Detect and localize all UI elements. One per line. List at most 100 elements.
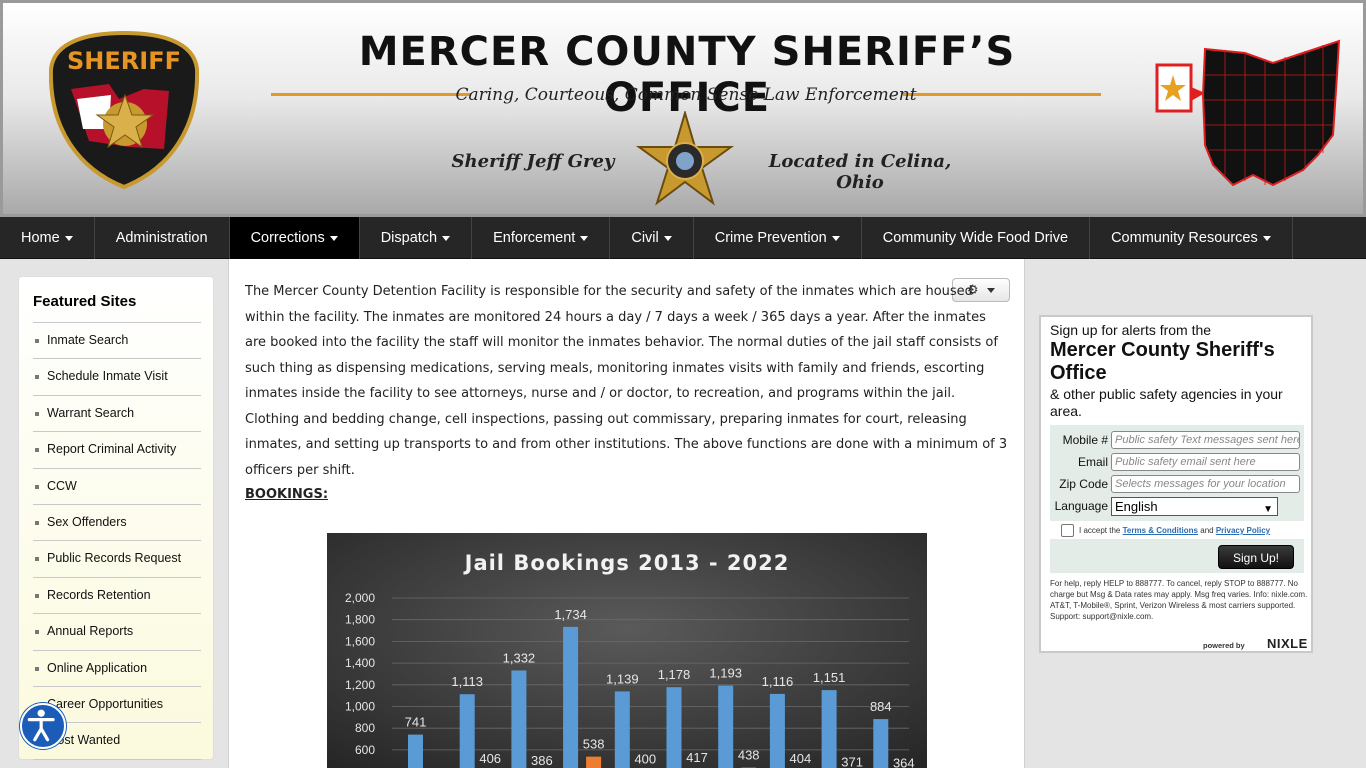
bar-value-label: 1,113 (451, 674, 483, 689)
nixle-intro: Sign up for alerts from the (1050, 322, 1212, 338)
tagline: Caring, Courteous, Common Sense Law Enfo… (455, 85, 917, 105)
sidebar-item-ccw[interactable]: CCW (33, 469, 201, 505)
nav-crime-prevention[interactable]: Crime Prevention (694, 217, 862, 259)
y-tick-label: 1,000 (345, 700, 375, 714)
email-input[interactable] (1111, 453, 1300, 471)
location-text: Located in Celina, Ohio (768, 151, 952, 193)
bar-value-label: 1,178 (658, 667, 691, 682)
bar-value-label: 417 (686, 750, 708, 765)
sidebar-item-annual-reports[interactable]: Annual Reports (33, 614, 201, 651)
nav-community-resources[interactable]: Community Resources (1090, 217, 1293, 259)
chevron-down-icon (987, 288, 996, 294)
y-tick-label: 800 (355, 721, 375, 735)
chevron-down-icon (64, 235, 73, 241)
corrections-intro-text: The Mercer County Detention Facility is … (245, 284, 1008, 478)
ohio-map-icon (1155, 39, 1341, 187)
jail-bookings-chart: Jail Bookings 2013 - 2022 2,000 1,800 1,60… (327, 533, 927, 768)
nixle-help-text: For help, reply HELP to 888777. To cance… (1050, 579, 1308, 621)
zip-row: Zip Code (1050, 474, 1304, 494)
y-tick-label: 1,200 (345, 678, 375, 692)
chart-bar (718, 685, 734, 768)
page-title: MERCER COUNTY SHERIFF’S OFFICE (358, 29, 1016, 121)
sidebar-item-inmate-search[interactable]: Inmate Search (33, 323, 201, 360)
bookings-heading: BOOKINGS: (245, 487, 329, 502)
nav-dispatch[interactable]: Dispatch (360, 217, 473, 259)
sidebar-item-schedule-visit[interactable]: Schedule Inmate Visit (33, 359, 201, 396)
bar-value-label: 884 (870, 699, 892, 714)
zip-input[interactable] (1111, 475, 1300, 493)
bar-value-label: 1,151 (813, 670, 846, 685)
sidebar-item-records-retention[interactable]: Records Retention (33, 578, 201, 615)
bar-value-label: 364 (893, 756, 915, 768)
bar-value-label: 404 (790, 751, 812, 766)
bar-value-label: 1,332 (503, 650, 536, 665)
terms-link[interactable]: Terms & Conditions (1122, 526, 1199, 535)
chart-bar (586, 756, 602, 768)
nav-home[interactable]: Home (0, 217, 95, 259)
nav-corrections[interactable]: Corrections (229, 217, 360, 259)
page-tools-button[interactable]: ⚙ (952, 278, 1010, 302)
terms-checkbox[interactable] (1061, 524, 1074, 537)
bar-value-label: 438 (738, 747, 760, 762)
language-select[interactable]: English ▼ (1111, 497, 1278, 516)
email-row: Email (1050, 452, 1304, 472)
nav-administration[interactable]: Administration (95, 217, 230, 259)
sheriff-name: Sheriff Jeff Grey (451, 151, 615, 172)
chart-bar (769, 693, 785, 768)
site-header: SHERIFF MERCER COUNTY SHERIFF’S OFFICE C… (0, 0, 1366, 217)
chevron-down-icon (1262, 235, 1271, 241)
featured-sites-title: Featured Sites (33, 293, 137, 310)
nav-enforcement[interactable]: Enforcement (472, 217, 611, 259)
badge-text: SHERIFF (67, 47, 181, 75)
featured-sites-panel: Featured Sites Inmate Search Schedule In… (18, 276, 214, 760)
email-label: Email (1077, 455, 1108, 469)
chart-bar (821, 690, 837, 768)
sheriff-badge-logo[interactable]: SHERIFF (49, 29, 199, 189)
main-content: ⚙ The Mercer County Detention Facility i… (228, 259, 1025, 768)
powered-by-nixle[interactable]: powered by NIXLE (1203, 636, 1308, 651)
bar-value-label: 1,116 (762, 674, 794, 689)
sidebar-item-public-records[interactable]: Public Records Request (33, 541, 201, 578)
mobile-label: Mobile # (1062, 433, 1108, 447)
language-label: Language (1054, 499, 1108, 513)
chevron-down-icon: ▼ (1263, 504, 1273, 515)
chart-bar (563, 626, 579, 768)
sidebar-item-report-criminal-activity[interactable]: Report Criminal Activity (33, 432, 201, 469)
sidebar-item-warrant-search[interactable]: Warrant Search (33, 396, 201, 433)
bar-value-label: 1,734 (554, 607, 587, 622)
chevron-down-icon (580, 235, 589, 241)
chevron-down-icon (663, 235, 672, 241)
bar-value-label: 386 (531, 753, 553, 768)
y-tick-label: 2,000 (345, 591, 375, 605)
sidebar-item-online-application[interactable]: Online Application (33, 651, 201, 687)
main-nav: Home Administration Corrections Dispatch… (0, 217, 1366, 259)
chart-bar (408, 734, 423, 768)
bar-value-label: 406 (479, 751, 501, 766)
tagline-row: Caring, Courteous, Common Sense Law Enfo… (271, 85, 1101, 107)
nav-civil[interactable]: Civil (610, 217, 694, 259)
language-row: Language English ▼ (1050, 496, 1304, 516)
privacy-link[interactable]: Privacy Policy (1215, 526, 1271, 535)
signup-button[interactable]: Sign Up! (1218, 545, 1294, 569)
chart-title: Jail Bookings 2013 - 2022 (463, 551, 790, 575)
chart-bar (873, 719, 889, 768)
gear-icon: ⚙ (966, 282, 979, 297)
zip-label: Zip Code (1059, 477, 1108, 491)
chevron-down-icon (442, 235, 451, 241)
y-tick-label: 600 (355, 743, 375, 757)
chart-bar (614, 691, 630, 768)
nixle-org-name: Mercer County Sheriff's Office (1050, 339, 1275, 384)
accessibility-icon[interactable] (20, 703, 66, 749)
bar-value-label: 741 (405, 715, 427, 730)
featured-sites-list: Inmate Search Schedule Inmate Visit Warr… (33, 322, 201, 760)
nav-food-drive[interactable]: Community Wide Food Drive (862, 217, 1091, 259)
tagline-rule-right (903, 93, 1101, 96)
nixle-signup-widget: Sign up for alerts from the Mercer Count… (1039, 315, 1313, 653)
signup-bar: Sign Up! (1050, 539, 1304, 573)
y-tick-label: 1,400 (345, 656, 375, 670)
mobile-input[interactable] (1111, 431, 1300, 449)
sidebar-item-sex-offenders[interactable]: Sex Offenders (33, 505, 201, 542)
bar-value-label: 400 (634, 752, 656, 767)
mobile-row: Mobile # (1050, 430, 1304, 450)
y-tick-label: 1,600 (345, 634, 375, 648)
